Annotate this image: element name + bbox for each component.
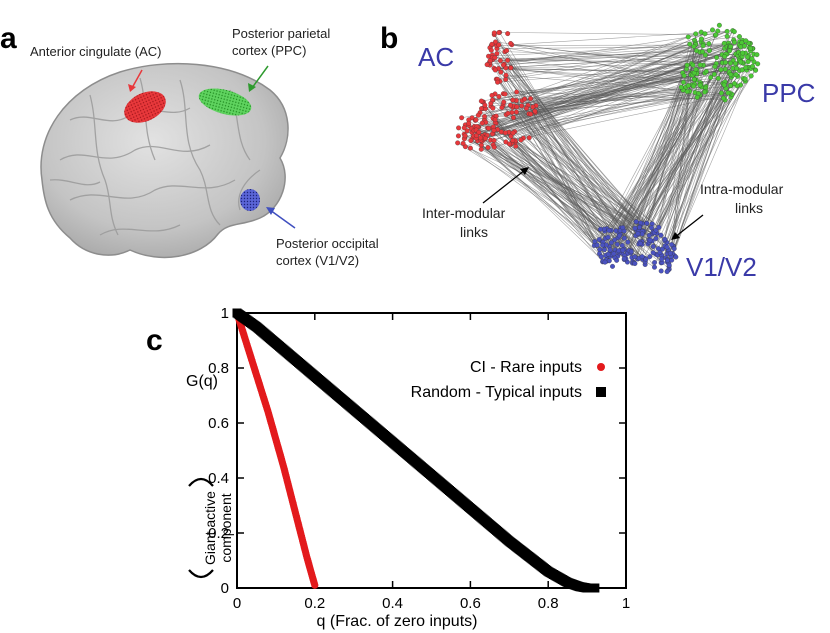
network-nodes bbox=[455, 22, 761, 275]
legend-random-label: Random - Typical inputs bbox=[411, 384, 582, 401]
y-axis-symbol: G(q) bbox=[186, 373, 218, 390]
module-v1-label: V1/V2 bbox=[686, 252, 757, 282]
y-tick-label: 0.4 bbox=[208, 470, 229, 487]
series-ci bbox=[233, 309, 319, 589]
inter-modular-label-line1: Inter-modular bbox=[422, 205, 506, 221]
ac-label: Anterior cingulate (AC) bbox=[30, 44, 162, 59]
x-axis-label: q (Frac. of zero inputs) bbox=[317, 613, 478, 630]
data-point bbox=[590, 583, 600, 593]
legend-random-marker bbox=[596, 387, 606, 397]
panel-a-letter: a bbox=[0, 22, 17, 55]
y-axis-paren-bottom bbox=[188, 569, 214, 579]
intra-modular-label-line1: Intra-modular bbox=[700, 181, 784, 197]
ppc-label-line2: cortex (PPC) bbox=[232, 43, 307, 58]
panel-c-letter: c bbox=[146, 324, 163, 357]
x-tick-label: 0.6 bbox=[460, 595, 481, 612]
legend-ci-marker bbox=[597, 363, 605, 371]
plot-frame bbox=[236, 312, 627, 589]
v1-region bbox=[240, 189, 260, 211]
y-tick-label: 0 bbox=[221, 580, 229, 597]
v1-label-line1: Posterior occipital bbox=[276, 236, 379, 251]
x-tick-label: 1 bbox=[622, 595, 630, 612]
v1-label-line2: cortex (V1/V2) bbox=[276, 253, 360, 268]
series-random bbox=[232, 308, 600, 593]
brain-illustration bbox=[40, 62, 296, 259]
ac-region bbox=[124, 91, 166, 123]
intra-modular-label-line2: links bbox=[735, 200, 764, 216]
annotation-arrows bbox=[482, 167, 704, 240]
ppc-label-line1: Posterior parietal bbox=[232, 26, 331, 41]
module-ac-label: AC bbox=[418, 42, 455, 72]
x-tick-label: 0 bbox=[233, 595, 241, 612]
data-point bbox=[311, 581, 319, 589]
legend-ci-label: CI - Rare inputs bbox=[470, 359, 582, 376]
ppc-region bbox=[198, 88, 252, 116]
x-tick-label: 0.2 bbox=[304, 595, 325, 612]
network-edges bbox=[457, 29, 756, 270]
y-tick-label: 0.6 bbox=[208, 415, 229, 432]
y-tick-label: 0.8 bbox=[208, 360, 229, 377]
module-ppc-label: PPC bbox=[762, 78, 816, 108]
y-tick-label: 0.2 bbox=[208, 525, 229, 542]
y-tick-label: 1 bbox=[221, 305, 229, 322]
network-graph bbox=[455, 22, 761, 275]
y-axis-paren-top bbox=[188, 477, 214, 487]
panel-b-letter: b bbox=[380, 22, 399, 55]
x-tick-label: 0.4 bbox=[382, 595, 403, 612]
inter-modular-label-line2: links bbox=[460, 224, 489, 240]
x-tick-label: 0.8 bbox=[538, 595, 559, 612]
